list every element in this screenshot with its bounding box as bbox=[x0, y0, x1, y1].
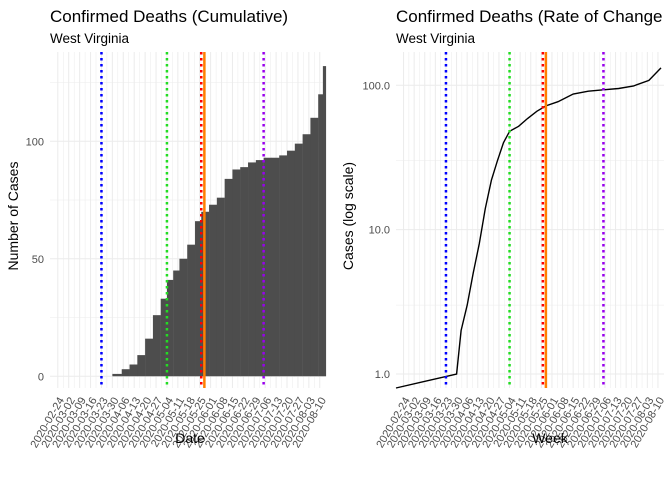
y-tick-label: 100 bbox=[26, 136, 44, 148]
bar bbox=[216, 197, 225, 377]
bar bbox=[271, 157, 280, 377]
bar bbox=[179, 258, 188, 377]
bar bbox=[224, 178, 233, 377]
bar bbox=[248, 162, 257, 377]
series-line bbox=[395, 67, 662, 389]
y-axis-label: Number of Cases bbox=[5, 162, 21, 271]
event-lines bbox=[444, 52, 605, 388]
x-axis-ticks: 2020-02-242020-03-022020-03-092020-03-16… bbox=[374, 395, 667, 450]
plot-marks bbox=[112, 66, 327, 377]
y-axis-ticks: 1.0 10.0 100.0 bbox=[362, 80, 390, 381]
y-axis-label: Cases (log scale) bbox=[340, 162, 356, 270]
bar bbox=[121, 369, 130, 377]
chart-cumulative-deaths: Confirmed Deaths (Cumulative) West Virgi… bbox=[5, 7, 329, 450]
bar bbox=[112, 373, 122, 377]
event-lines bbox=[100, 52, 265, 388]
bar bbox=[173, 270, 180, 377]
y-tick-label: 50 bbox=[32, 254, 44, 266]
bar bbox=[240, 167, 249, 377]
bar bbox=[263, 157, 272, 377]
chart-title: Confirmed Deaths (Cumulative) bbox=[50, 7, 288, 26]
bar bbox=[255, 160, 264, 377]
y-tick-label: 0 bbox=[38, 371, 44, 383]
bar bbox=[310, 117, 319, 377]
y-tick-label: 1.0 bbox=[375, 369, 390, 381]
bar bbox=[232, 169, 241, 377]
bar bbox=[145, 338, 154, 377]
x-axis-label: Week bbox=[532, 430, 569, 446]
bar bbox=[279, 155, 288, 377]
y-tick-label: 100.0 bbox=[362, 80, 390, 92]
x-axis-label: Date bbox=[175, 430, 205, 446]
chart-title: Confirmed Deaths (Rate of Change bbox=[396, 7, 662, 26]
chart-subtitle: West Virginia bbox=[50, 31, 130, 46]
bar bbox=[294, 143, 303, 377]
chart-subtitle: West Virginia bbox=[396, 31, 476, 46]
bar bbox=[160, 298, 168, 377]
bar bbox=[287, 150, 296, 377]
bar bbox=[129, 364, 138, 377]
bar bbox=[209, 204, 218, 377]
y-tick-label: 10.0 bbox=[369, 225, 390, 237]
bar bbox=[318, 94, 324, 377]
plot-grid bbox=[396, 52, 664, 388]
bar bbox=[195, 221, 202, 377]
bar bbox=[137, 355, 146, 377]
bar bbox=[302, 134, 311, 377]
bar bbox=[166, 279, 174, 377]
chart-rate-of-change: Confirmed Deaths (Rate of Change West Vi… bbox=[340, 7, 667, 450]
plot-marks bbox=[395, 67, 662, 389]
bar bbox=[322, 66, 327, 377]
bar bbox=[152, 315, 161, 377]
y-axis-ticks: 0 50 100 bbox=[26, 136, 44, 383]
bar bbox=[187, 244, 196, 377]
